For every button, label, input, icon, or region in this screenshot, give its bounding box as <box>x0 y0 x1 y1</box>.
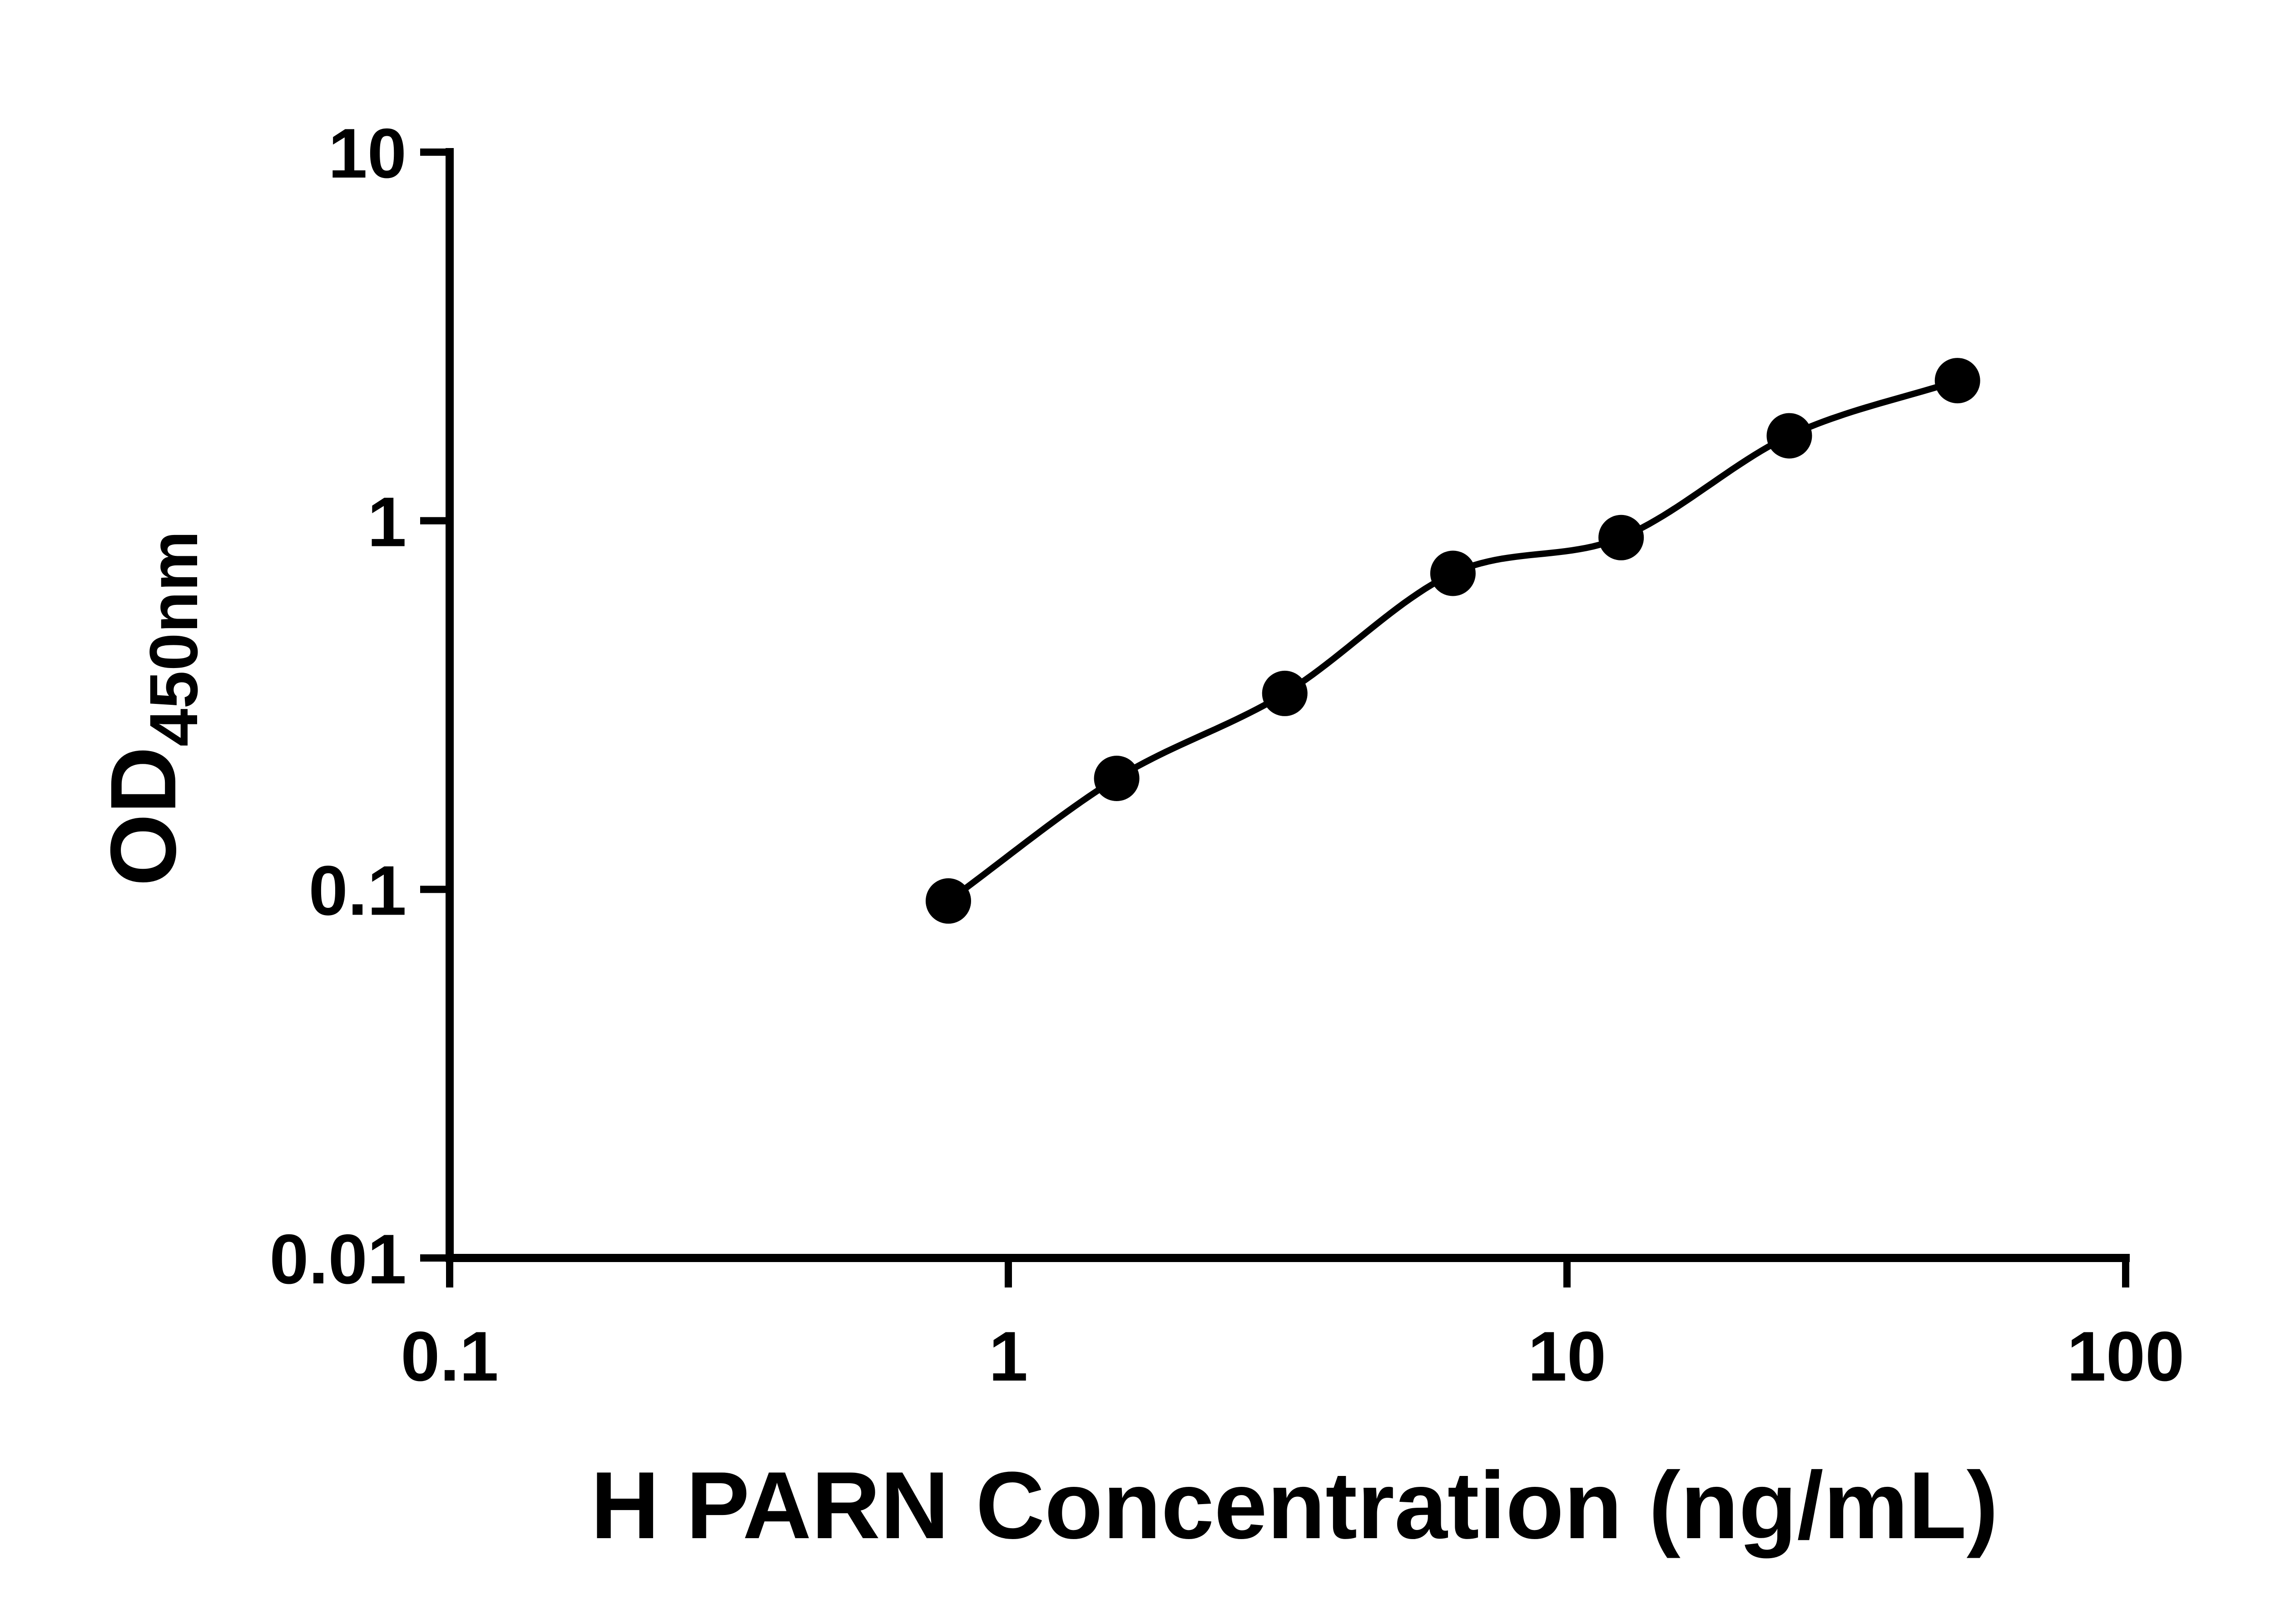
data-point <box>1262 670 1308 716</box>
y-axis-title-subscript: 450nm <box>135 530 212 747</box>
y-axis-title-main: OD <box>91 746 195 886</box>
x-tick-label: 10 <box>1528 1317 1606 1396</box>
x-tick-label: 100 <box>2067 1317 2185 1396</box>
y-tick-label: 0.01 <box>269 1220 407 1298</box>
x-tick-label: 1 <box>989 1317 1028 1396</box>
data-point <box>1766 413 1812 459</box>
x-tick-label: 0.1 <box>401 1317 498 1396</box>
y-axis-title: OD450nm <box>91 531 212 886</box>
x-axis-title: H PARN Concentration (ng/mL) <box>590 1452 1998 1559</box>
data-point <box>1598 515 1644 560</box>
fit-curve <box>946 377 1959 904</box>
y-tick-label: 10 <box>328 114 407 193</box>
data-point <box>1934 358 1980 404</box>
data-point <box>926 878 971 924</box>
y-tick-label: 1 <box>367 483 407 561</box>
data-point <box>1430 550 1476 596</box>
data-point <box>1094 756 1140 801</box>
y-tick-label: 0.1 <box>309 851 407 930</box>
